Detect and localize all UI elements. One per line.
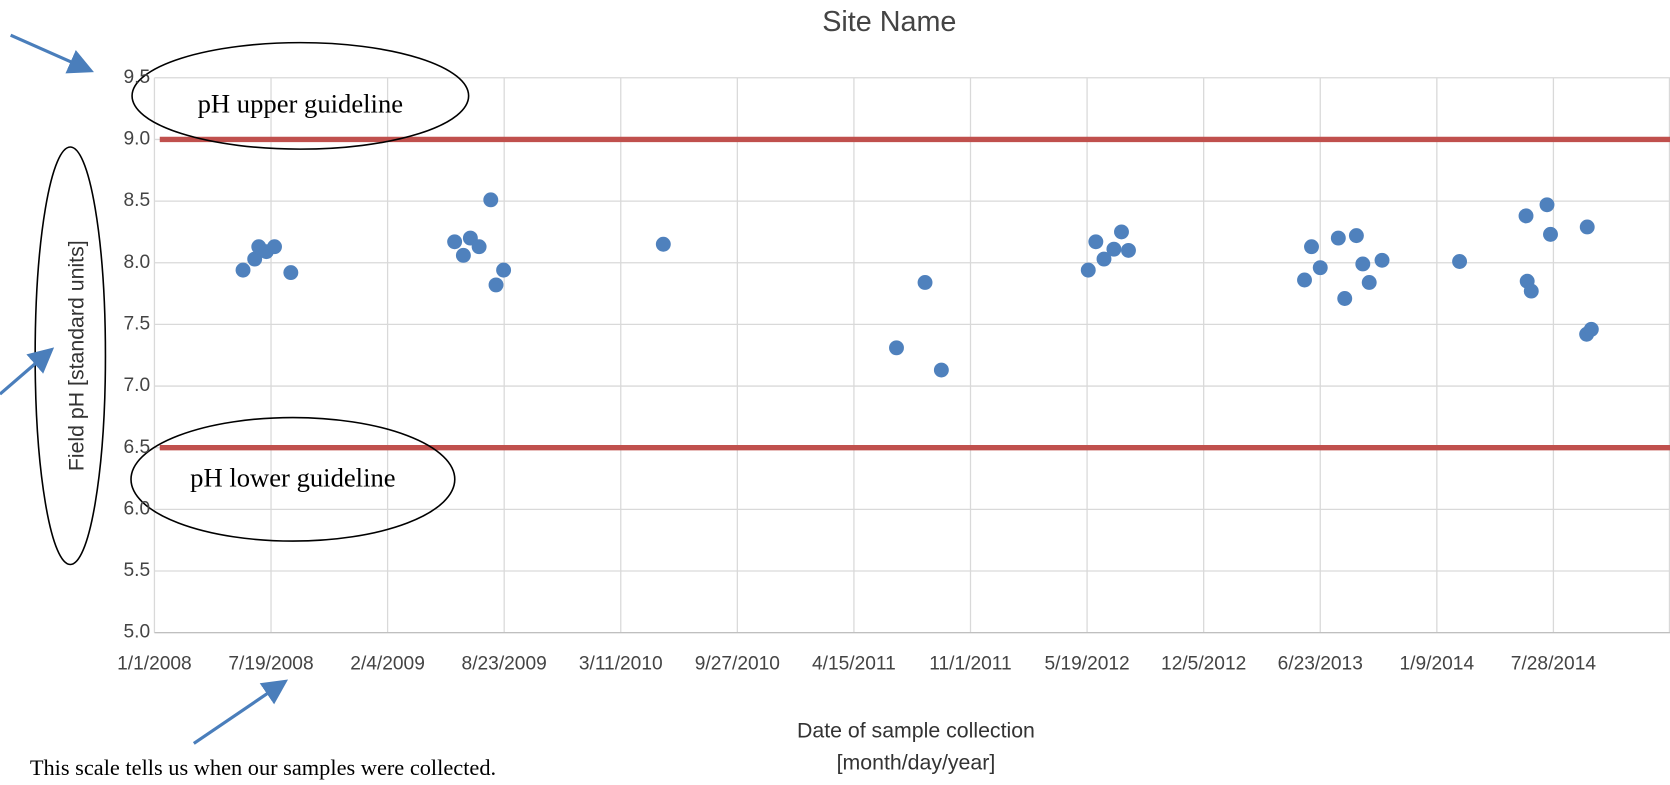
data-point: [933, 362, 949, 378]
x-tick-label: 2/4/2009: [350, 654, 425, 675]
data-point: [1539, 197, 1555, 213]
data-point: [483, 192, 499, 208]
y-tick-label: 6.0: [124, 498, 151, 519]
x-tick-label: 5/19/2012: [1044, 654, 1129, 675]
data-point: [267, 239, 282, 255]
data-point: [655, 236, 671, 252]
y-tick-label: 9.5: [124, 67, 151, 88]
x-tick-label: 9/27/2010: [695, 654, 780, 675]
annotation: This scale tells us when our samples wer…: [30, 755, 496, 780]
y-tick-label: 7.0: [124, 375, 151, 396]
x-tick-label: 12/5/2012: [1161, 654, 1246, 675]
y-tick-label: 9.0: [124, 128, 151, 149]
y-tick-label: 7.5: [124, 313, 151, 334]
data-point: [235, 262, 251, 278]
x-axis-title: [month/day/year]: [837, 750, 996, 774]
data-point: [1330, 230, 1346, 246]
data-point: [889, 340, 904, 356]
data-point: [1114, 224, 1129, 240]
data-point: [1452, 254, 1468, 269]
x-tick-label: 8/23/2009: [462, 654, 547, 675]
grid: [153, 77, 1670, 634]
x-tick-label: 1/9/2014: [1400, 654, 1475, 675]
data-point: [247, 251, 263, 267]
data-point: [1348, 228, 1364, 244]
x-tick-label: 11/1/2011: [929, 654, 1011, 675]
guideline-label: pH upper guideline: [198, 89, 403, 119]
data-point: [1374, 252, 1390, 268]
data-point: [283, 265, 299, 281]
x-tick-label: 6/23/2013: [1278, 654, 1363, 675]
guideline-label: pH lower guideline: [190, 462, 395, 492]
callout-ellipse: [131, 41, 470, 150]
marks: [159, 136, 1670, 451]
data-point: [1121, 242, 1136, 258]
data-point: [488, 277, 504, 293]
data-point: [447, 234, 463, 250]
data-point: [1304, 239, 1319, 255]
data-point: [1312, 260, 1328, 276]
arrow: [0, 347, 55, 396]
data-point: [1355, 256, 1371, 272]
y-axis-title: Field pH [standard units]: [64, 240, 88, 471]
data-point: [1361, 275, 1377, 290]
data-point: [1583, 321, 1599, 337]
data-point: [1297, 272, 1312, 288]
data-point: [1080, 262, 1096, 278]
arrow: [10, 33, 94, 74]
x-tick-label: 1/1/2008: [117, 654, 192, 675]
callout-ellipse: [130, 416, 456, 542]
y-tick-label: 5.5: [124, 560, 151, 581]
x-tick-label: 4/15/2011: [812, 654, 896, 675]
data-point: [1106, 241, 1122, 257]
data-point: [1579, 219, 1595, 235]
y-tick-label: 5.0: [124, 622, 151, 643]
data-point: [471, 239, 487, 255]
data-point: [1518, 208, 1534, 224]
data-point: [1088, 234, 1104, 250]
x-axis-title: Date of sample collection: [797, 718, 1035, 742]
y-tick-label: 8.0: [124, 252, 151, 273]
data-point: [1543, 226, 1558, 242]
chart-title: Site Name: [822, 6, 956, 38]
y-tick-label: 6.5: [124, 437, 151, 458]
data-point: [917, 275, 933, 290]
data-point: [1523, 283, 1539, 299]
x-tick-label: 7/28/2014: [1511, 654, 1597, 675]
data-point: [455, 247, 471, 263]
data-point: [1337, 291, 1353, 306]
arrow: [192, 679, 289, 745]
data-point: [496, 262, 512, 278]
data-point: [1096, 251, 1112, 267]
x-tick-label: 3/11/2010: [579, 654, 663, 675]
x-tick-label: 7/19/2008: [228, 654, 313, 675]
y-tick-label: 8.5: [124, 190, 151, 211]
